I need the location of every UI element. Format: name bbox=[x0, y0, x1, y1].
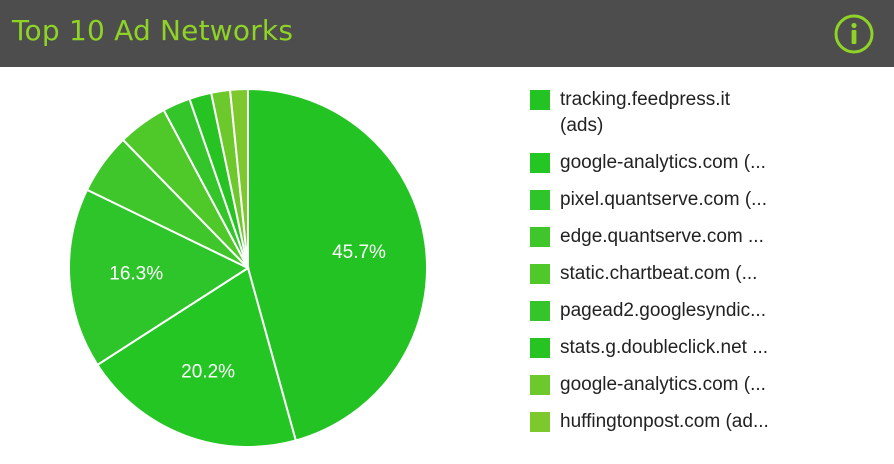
legend-label: pixel.quantserve.com (... bbox=[560, 189, 767, 210]
legend-label: stats.g.doubleclick.net ... bbox=[560, 337, 769, 358]
pie-chart: 45.7% 20.2% 16.3% bbox=[68, 87, 428, 448]
legend-swatch bbox=[530, 190, 550, 210]
legend-item-2[interactable]: google-analytics.com (... bbox=[530, 150, 890, 176]
legend-item-5[interactable]: static.chartbeat.com (... bbox=[530, 261, 890, 287]
slice-value-label-2: 20.2% bbox=[181, 362, 235, 383]
legend-label: google-analytics.com (... bbox=[560, 152, 766, 173]
legend-label: tracking.feedpress.it bbox=[560, 89, 731, 110]
legend-item-9[interactable]: huffingtonpost.com (ad... bbox=[530, 409, 890, 435]
legend-swatch bbox=[530, 264, 550, 284]
slice-value-label-1: 45.7% bbox=[332, 242, 386, 263]
legend-label: pagead2.googlesyndic... bbox=[560, 300, 766, 321]
pie-slice-3[interactable] bbox=[68, 188, 251, 367]
legend-swatch bbox=[530, 412, 550, 432]
legend-swatch bbox=[530, 227, 550, 247]
legend-label: huffingtonpost.com (ad... bbox=[560, 411, 769, 432]
slice-value-label-3: 16.3% bbox=[109, 264, 163, 285]
pie-slice-9[interactable] bbox=[228, 87, 249, 269]
info-icon bbox=[834, 14, 874, 54]
legend-label: static.chartbeat.com (... bbox=[560, 263, 758, 284]
legend-swatch bbox=[530, 375, 550, 395]
info-button[interactable] bbox=[833, 13, 875, 55]
legend-item-7[interactable]: stats.g.doubleclick.net ... bbox=[530, 335, 890, 361]
chart-header: Top 10 Ad Networks bbox=[0, 0, 894, 67]
chart-title: Top 10 Ad Networks bbox=[12, 14, 294, 47]
legend-swatch bbox=[530, 338, 550, 358]
legend-label: edge.quantserve.com ... bbox=[560, 226, 764, 247]
chart-legend: tracking.feedpress.it (ads) google-analyti… bbox=[530, 87, 890, 446]
legend-item-8[interactable]: google-analytics.com (... bbox=[530, 372, 890, 398]
legend-item-4[interactable]: edge.quantserve.com ... bbox=[530, 224, 890, 250]
legend-label-continued: (ads) bbox=[560, 115, 604, 136]
legend-swatch bbox=[530, 153, 550, 173]
legend-item-3[interactable]: pixel.quantserve.com (... bbox=[530, 187, 890, 213]
legend-item-1[interactable]: tracking.feedpress.it (ads) bbox=[530, 87, 890, 139]
pie-slice-1[interactable] bbox=[247, 87, 428, 442]
legend-item-6[interactable]: pagead2.googlesyndic... bbox=[530, 298, 890, 324]
legend-swatch bbox=[530, 301, 550, 321]
pie-slice-2[interactable] bbox=[96, 266, 298, 448]
legend-label: google-analytics.com (... bbox=[560, 374, 766, 395]
legend-swatch bbox=[530, 90, 550, 110]
